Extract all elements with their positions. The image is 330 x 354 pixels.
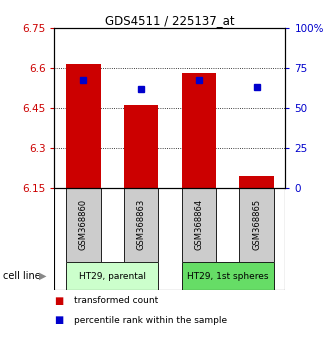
Bar — [182, 73, 216, 188]
Text: HT29, 1st spheres: HT29, 1st spheres — [187, 272, 268, 281]
Bar — [182, 262, 274, 290]
Text: GSM368860: GSM368860 — [79, 199, 88, 250]
Bar — [124, 105, 158, 188]
Bar — [66, 262, 158, 290]
Title: GDS4511 / 225137_at: GDS4511 / 225137_at — [105, 14, 235, 27]
Bar — [66, 64, 101, 188]
Bar — [124, 188, 158, 262]
Text: percentile rank within the sample: percentile rank within the sample — [74, 316, 227, 325]
Bar — [239, 176, 274, 188]
Text: GSM368863: GSM368863 — [137, 199, 146, 250]
Bar — [239, 188, 274, 262]
Bar — [182, 188, 216, 262]
Text: cell line: cell line — [3, 271, 41, 281]
Bar — [66, 188, 101, 262]
Text: ■: ■ — [54, 296, 64, 306]
Text: ▶: ▶ — [39, 271, 47, 281]
Text: ■: ■ — [54, 315, 64, 325]
Text: transformed count: transformed count — [74, 296, 158, 306]
Text: GSM368865: GSM368865 — [252, 199, 261, 250]
Text: HT29, parental: HT29, parental — [79, 272, 146, 281]
Text: GSM368864: GSM368864 — [194, 199, 203, 250]
